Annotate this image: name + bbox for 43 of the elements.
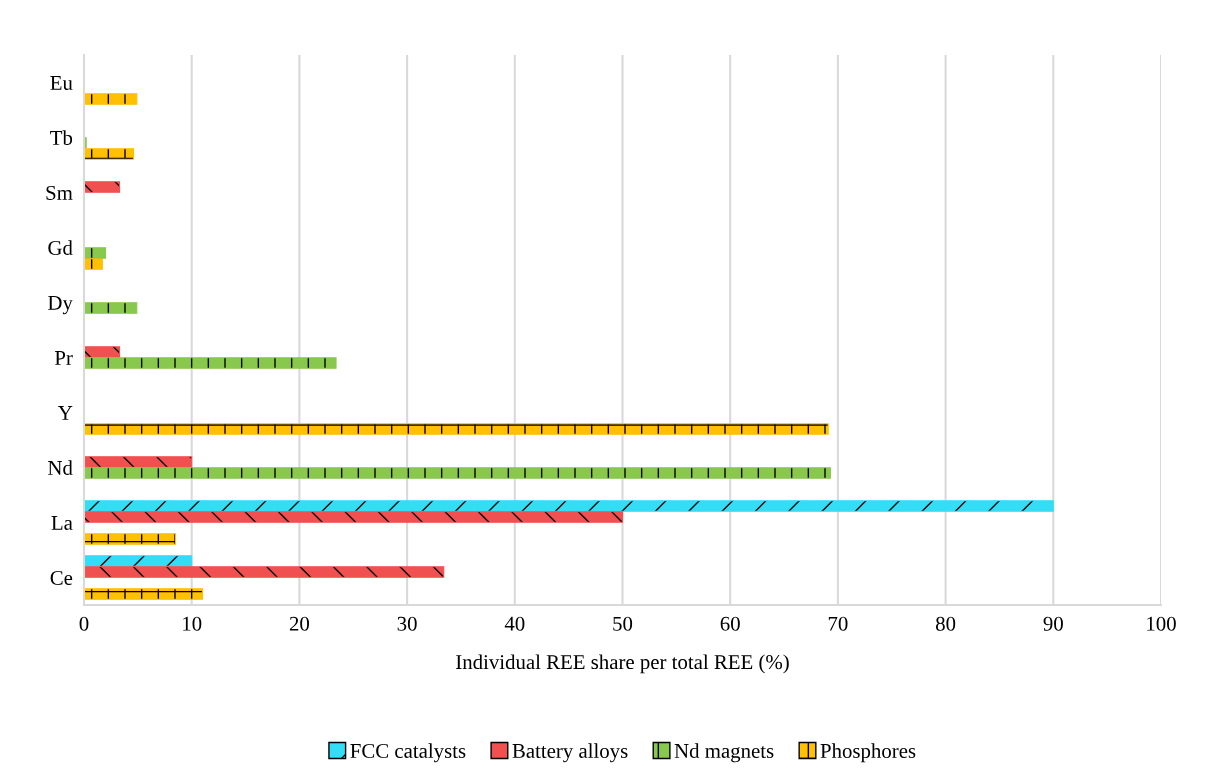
bar [84,467,831,479]
bar [84,456,193,468]
y-tick-label: La [51,516,73,530]
legend-label: Nd magnets [674,743,774,763]
x-tick-label: 50 [613,616,633,631]
bar [84,357,337,369]
legend-label: FCC catalysts [350,743,466,763]
bar [84,302,138,314]
legend-label: Phosphores [820,743,916,763]
x-tick-label: 90 [1043,616,1063,631]
bar [84,258,103,270]
x-tick-label: 60 [720,616,740,631]
y-tick-label: Ce [50,570,73,585]
bar [84,181,121,193]
bar [84,423,829,435]
bar [84,247,107,259]
bar [84,555,193,567]
x-tick-label: 40 [504,616,525,631]
x-tick-label: 0 [79,616,89,631]
y-tick-label: Y [58,406,73,420]
x-tick-label: 10 [183,616,202,631]
bar [84,148,135,160]
bar [84,93,138,105]
bar [84,533,177,545]
y-tick-label: Tb [50,130,73,145]
y-tick-label: Sm [46,185,73,200]
x-tick-label: 100 [1147,616,1176,631]
x-tick-label: 20 [289,616,310,631]
legend-label: Battery alloys [512,743,628,763]
y-tick-label: Nd [48,460,73,475]
y-tick-label: Dy [48,296,73,315]
x-tick-label: 80 [935,616,956,631]
y-tick-label: Pr [54,351,73,365]
y-tick-label: Eu [50,76,73,90]
bar [84,500,1054,512]
bar [84,511,624,523]
x-tick-label: 30 [397,616,417,631]
bar [84,346,121,358]
bar [84,566,445,578]
x-tick-label: 70 [828,616,848,631]
y-tick-label: Gd [48,240,73,255]
x-axis-title: Individual REE share per total REE (%) [456,654,789,674]
bar [84,588,204,600]
